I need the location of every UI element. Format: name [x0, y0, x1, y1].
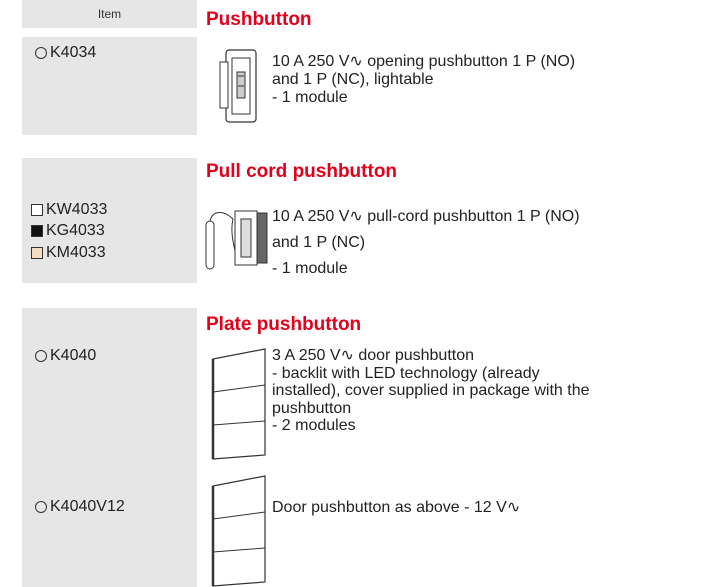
symbol — [31, 225, 43, 237]
description: 3 A 250 V∿ door pushbutton - backlit wit… — [272, 347, 590, 435]
code: KG4033 — [46, 222, 105, 239]
item-code: K4034 — [35, 43, 96, 63]
code: K4034 — [50, 44, 97, 61]
product-icon — [205, 210, 268, 270]
description-line: and 1 P (NC) — [272, 234, 366, 251]
symbol — [35, 47, 47, 59]
code: K4040 — [50, 347, 97, 364]
description-line: pushbutton — [272, 399, 352, 417]
section-title: Pushbutton — [206, 9, 312, 30]
item-code: KG4033 — [31, 221, 105, 241]
description: 10 A 250 V∿ opening pushbutton 1 P (NO) … — [272, 53, 575, 107]
item-code: KW4033 — [31, 200, 107, 220]
symbol — [31, 247, 43, 259]
code-box — [22, 308, 197, 587]
description-line: 10 A 250 V∿ opening pushbutton 1 P (NO) — [272, 53, 576, 70]
symbol — [35, 350, 47, 362]
product-icon — [219, 49, 257, 123]
description-line: 10 A 250 V∿ pull-cord pushbutton 1 P (NO… — [272, 208, 580, 225]
item-header: Item — [97, 7, 122, 21]
section-title: Plate pushbutton — [206, 314, 362, 335]
symbol — [31, 204, 43, 216]
product-icon — [211, 348, 266, 460]
product-icon — [211, 475, 266, 587]
item-code: KM4033 — [31, 243, 106, 263]
symbol — [35, 501, 47, 513]
item-code: K4040 — [35, 346, 96, 366]
code: KW4033 — [46, 201, 108, 218]
item-code: K4040V12 — [35, 497, 125, 517]
description-line: - backlit with LED technology (already — [272, 364, 540, 382]
description-line: Door pushbutton as above - 12 V∿ — [272, 499, 521, 516]
code-box — [22, 158, 197, 283]
description: Door pushbutton as above - 12 V∿ — [272, 499, 520, 517]
description-line: installed), cover supplied in package wi… — [272, 382, 590, 399]
header-band — [22, 0, 197, 28]
code-box — [22, 37, 197, 135]
description-line: - 1 module — [272, 89, 348, 106]
code: K4040V12 — [50, 498, 125, 515]
description-line: 3 A 250 V∿ door pushbutton — [272, 347, 475, 364]
description: 10 A 250 V∿ pull-cord pushbutton 1 P (NO… — [272, 204, 580, 282]
code: KM4033 — [46, 244, 106, 261]
description-line: - 1 module — [272, 260, 348, 277]
section-title: Pull cord pushbutton — [206, 161, 398, 182]
description-line: and 1 P (NC), lightable — [272, 71, 434, 88]
description-line: - 2 modules — [272, 417, 356, 434]
